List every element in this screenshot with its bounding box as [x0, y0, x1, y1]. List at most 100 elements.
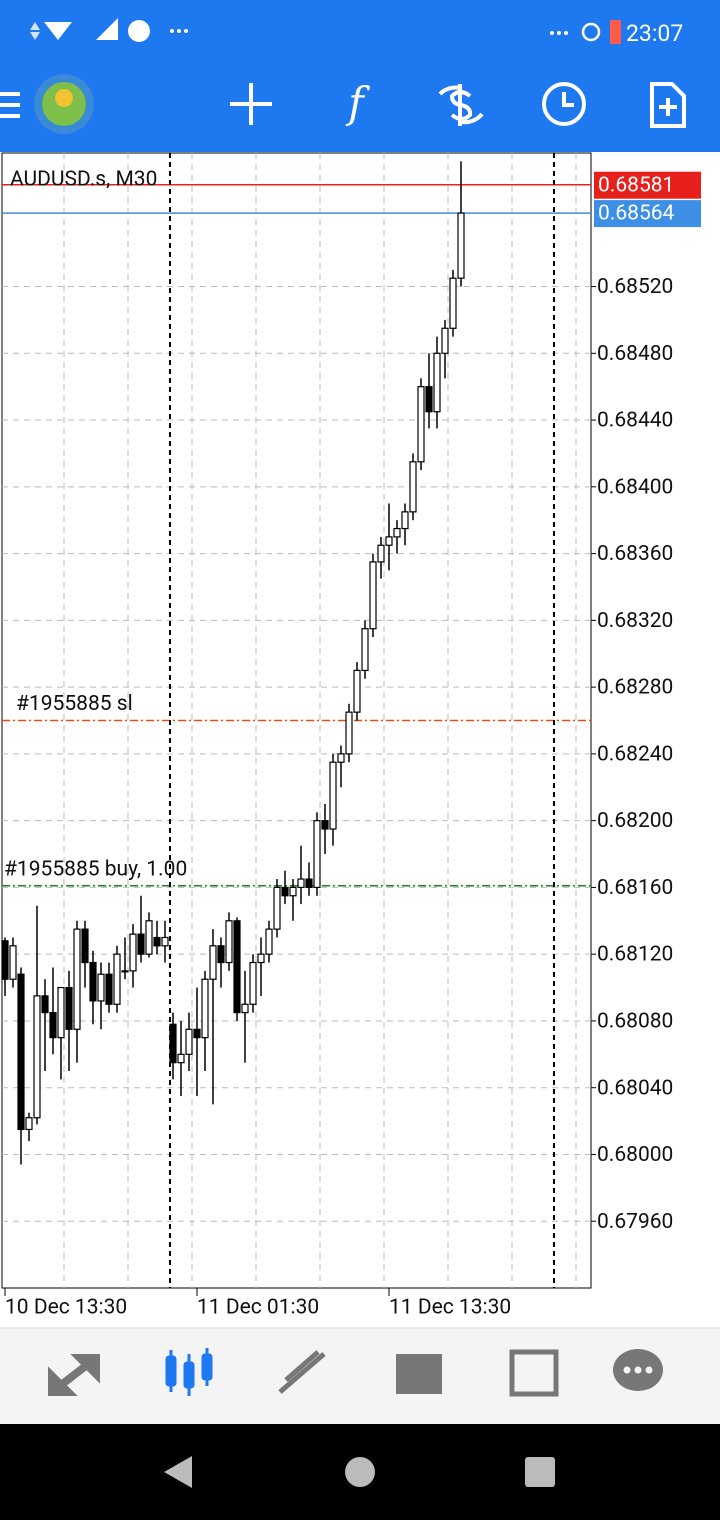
y-tick-label: 0.68160 — [597, 876, 673, 900]
candle-body — [137, 933, 145, 955]
candle-body — [241, 1003, 249, 1014]
y-tick-label: 0.67960 — [597, 1210, 673, 1234]
candle-body — [57, 986, 65, 1039]
candle-body — [41, 995, 49, 1014]
candle-body — [313, 820, 321, 889]
price-tag-label: 0.68564 — [598, 202, 675, 226]
x-tick-label: 11 Dec 13:30 — [389, 1296, 511, 1320]
candle-body — [441, 327, 449, 354]
price-tag — [594, 200, 701, 228]
bottom-nav — [0, 1328, 720, 1424]
candle-body — [153, 936, 161, 947]
candle-body — [25, 1117, 33, 1131]
price-tag-label: 0.68581 — [598, 173, 674, 197]
candle-body — [321, 820, 329, 830]
app-header — [0, 0, 720, 152]
y-tick-label: 0.68400 — [597, 475, 673, 499]
candle-body — [249, 961, 257, 1005]
y-tick-label: 0.68280 — [597, 676, 673, 700]
candle-body — [209, 945, 217, 980]
candle-body — [273, 886, 281, 930]
candle-body — [81, 928, 89, 964]
candle-body — [193, 1028, 201, 1039]
candle-body — [105, 973, 113, 1005]
candle-body — [9, 945, 17, 980]
nav-news[interactable] — [509, 1349, 559, 1397]
candle-body — [233, 920, 241, 1014]
y-tick-label: 0.68440 — [597, 409, 673, 433]
candle-body — [417, 386, 425, 463]
y-tick-label: 0.68000 — [597, 1143, 673, 1167]
candle-body — [377, 544, 385, 563]
candle-body — [433, 352, 441, 413]
order-label: #1955885 sl — [16, 692, 133, 716]
candle-body — [353, 669, 361, 713]
y-tick-label: 0.68320 — [597, 609, 673, 633]
candle-body — [305, 878, 313, 889]
new-order-button[interactable] — [650, 82, 686, 128]
candle-body — [185, 1028, 193, 1055]
candle-body — [281, 886, 289, 897]
y-tick-label: 0.68480 — [597, 342, 673, 366]
candle-body — [393, 527, 401, 538]
candle-body — [401, 511, 409, 530]
candle-body — [425, 386, 433, 413]
menu-button[interactable] — [0, 92, 20, 118]
candle-body — [225, 920, 233, 964]
trade-button[interactable] — [438, 84, 484, 126]
candle-body — [369, 561, 377, 630]
candle-body — [361, 628, 369, 672]
order-label: #1955885 buy, 1.00 — [4, 857, 187, 881]
home-button[interactable] — [345, 1457, 375, 1487]
candle-body — [1, 940, 9, 980]
y-tick-label: 0.68080 — [597, 1009, 673, 1033]
nav-icons — [48, 1348, 663, 1397]
candle-body — [33, 995, 41, 1119]
y-tick-label: 0.68120 — [597, 943, 673, 967]
nav-chart[interactable] — [165, 1348, 213, 1396]
chart-title: AUDUSD.s, M30 — [10, 168, 157, 192]
nav-trade[interactable] — [278, 1350, 326, 1394]
candle-body — [257, 953, 265, 964]
candle-body — [73, 928, 81, 1030]
nav-quotes[interactable] — [48, 1354, 100, 1396]
candle-body — [457, 212, 465, 279]
nav-history[interactable] — [396, 1354, 442, 1394]
candle-body — [337, 753, 345, 763]
candle-body — [289, 886, 297, 897]
price-tag — [594, 171, 701, 199]
candle-body — [129, 933, 137, 972]
candle-body — [265, 928, 273, 955]
candle-body — [329, 761, 337, 830]
status-icons — [30, 18, 621, 44]
candle-body — [89, 961, 97, 1002]
candle-body — [113, 953, 121, 1005]
candle-body — [345, 711, 353, 755]
y-tick-label: 0.68360 — [597, 542, 673, 566]
timeframe-button[interactable] — [542, 82, 586, 126]
candle-body — [161, 936, 169, 947]
candle-body — [177, 1053, 185, 1064]
y-tick-label: 0.68040 — [597, 1076, 673, 1100]
candle-body — [201, 978, 209, 1039]
crosshair-button[interactable] — [230, 83, 272, 125]
toolbar: f — [0, 74, 686, 134]
y-tick-label: 0.68520 — [597, 275, 673, 299]
candle-body — [17, 973, 25, 1131]
candle-body — [145, 920, 153, 955]
candle-body — [449, 277, 457, 329]
candle-body — [49, 1011, 57, 1039]
x-tick-label: 10 Dec 13:30 — [5, 1296, 127, 1320]
candle-body — [121, 970, 129, 973]
y-tick-label: 0.68200 — [597, 809, 673, 833]
back-button[interactable] — [164, 1456, 192, 1488]
candle-body — [217, 945, 225, 964]
candle-body — [97, 973, 105, 1002]
candle-body — [297, 878, 305, 889]
candle-body — [409, 461, 417, 513]
status-time: 23:07 — [626, 20, 683, 47]
recents-button[interactable] — [525, 1457, 555, 1487]
candle-body — [385, 536, 393, 546]
